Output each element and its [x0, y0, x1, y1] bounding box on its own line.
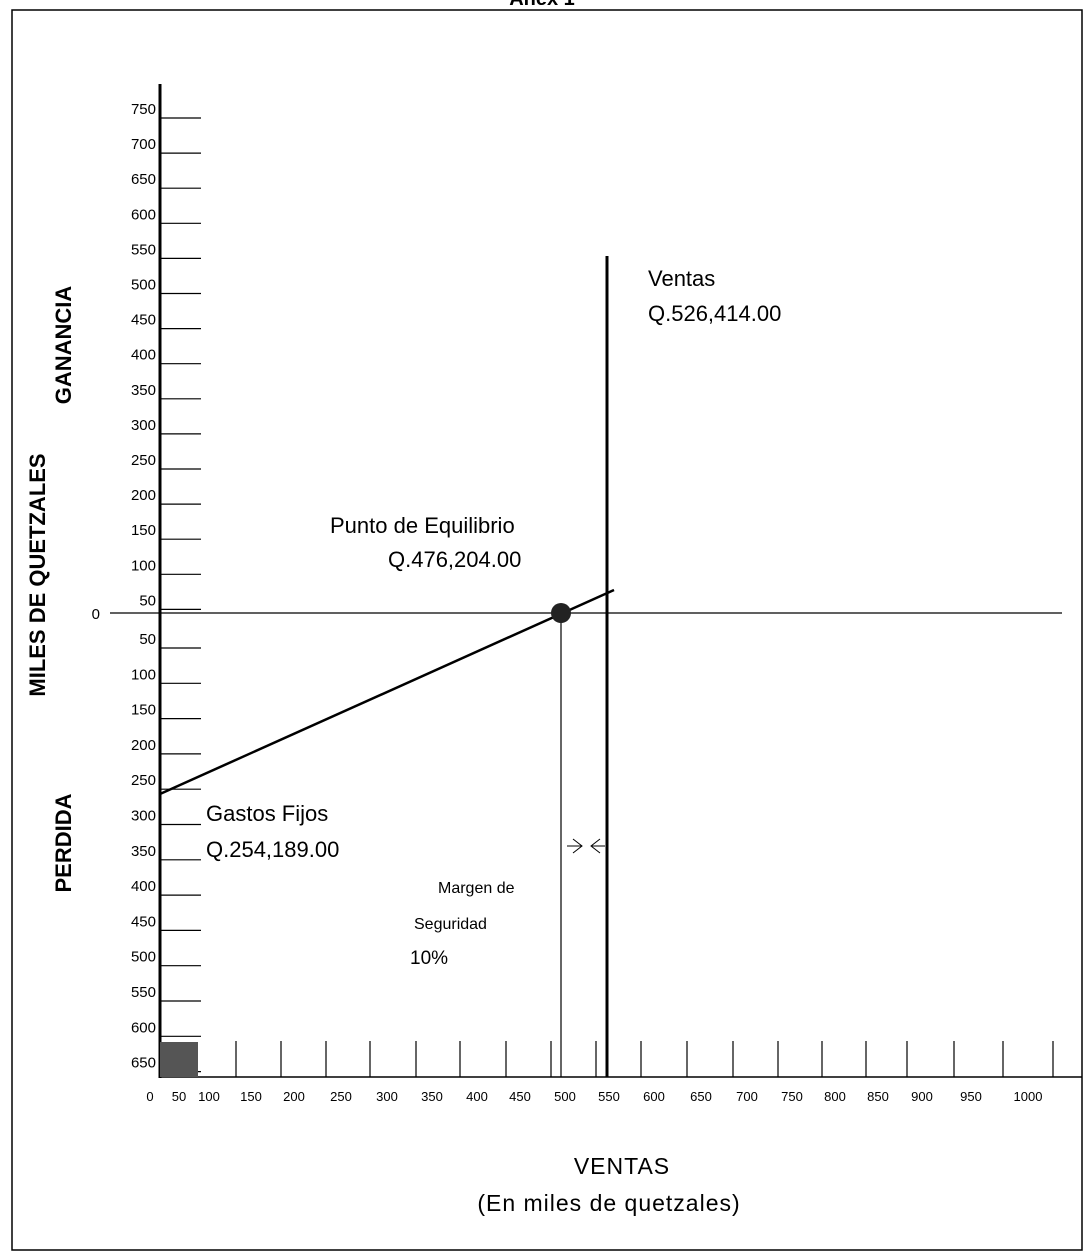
y-tick-label-lower: 100 — [131, 666, 156, 683]
x-tick-label: 1000 — [1014, 1089, 1043, 1104]
series-line — [159, 588, 615, 796]
title-mask — [500, 0, 584, 8]
figure-border — [11, 9, 1083, 1251]
y-zero-label: 0 — [92, 606, 100, 623]
y-axis-label: MILES DE QUETZALES — [25, 453, 50, 696]
y-ticks-lower: 50 100 150 200 250 300 350 400 450 500 550 600 650 — [131, 631, 201, 1073]
y-tick-label-upper: 700 — [131, 136, 156, 153]
y-tick-label-lower: 650 — [131, 1055, 156, 1072]
y-tick-label-upper: 100 — [131, 557, 156, 574]
y-tick-label-lower: 300 — [131, 808, 156, 825]
y-tick-label-lower: 350 — [131, 843, 156, 860]
x-tick-label: 700 — [736, 1089, 758, 1104]
margin-label-line2: Seguridad — [414, 916, 487, 933]
y-tick-label-upper: 50 — [139, 592, 156, 609]
y-tick-label-lower: 500 — [131, 949, 156, 966]
x-tick-label: 850 — [867, 1089, 889, 1104]
x-axis-label: VENTAS — [574, 1153, 670, 1179]
y-tick-label-lower: 450 — [131, 913, 156, 930]
ventas-amount: Q.526,414.00 — [648, 301, 781, 326]
y-tick-label-upper: 350 — [131, 382, 156, 399]
y-tick-label-upper: 600 — [131, 206, 156, 223]
x-tick-label: 650 — [690, 1089, 712, 1104]
y-tick-label-upper: 250 — [131, 452, 156, 469]
x-tick-label: 950 — [960, 1089, 982, 1104]
x-tick-label: 600 — [643, 1089, 665, 1104]
x-tick-label: 900 — [911, 1089, 933, 1104]
y-tick-label-upper: 500 — [131, 277, 156, 294]
chart-title: Anex 1 — [509, 0, 575, 10]
x-tick-label: 250 — [330, 1089, 352, 1104]
y-tick-label-lower: 150 — [131, 702, 156, 719]
y-tick-label-lower: 50 — [139, 631, 156, 648]
ventas-title: Ventas — [648, 266, 715, 291]
x-tick-label: 50 — [172, 1089, 186, 1104]
x-tick-label: 550 — [598, 1089, 620, 1104]
y-tick-label-lower: 550 — [131, 984, 156, 1001]
x-tick-label: 150 — [240, 1089, 262, 1104]
y-tick-label-lower: 250 — [131, 772, 156, 789]
x-axis-sublabel: (En miles de quetzales) — [477, 1190, 740, 1216]
margin-percent: 10% — [410, 948, 448, 969]
y-tick-label-upper: 200 — [131, 487, 156, 504]
y-axis-label-ganancia: GANANCIA — [51, 286, 76, 405]
x-tick-label: 800 — [824, 1089, 846, 1104]
y-tick-label-lower: 400 — [131, 878, 156, 895]
breakeven-point — [551, 603, 571, 623]
y-tick-label-upper: 150 — [131, 522, 156, 539]
y-tick-label-upper: 300 — [131, 417, 156, 434]
x-tick-label: 400 — [466, 1089, 488, 1104]
y-tick-label-lower: 600 — [131, 1019, 156, 1036]
x-tick-label: 100 — [198, 1089, 220, 1104]
y-tick-label-upper: 400 — [131, 347, 156, 364]
y-tick-label-upper: 650 — [131, 171, 156, 188]
x-tick-label: 0 — [146, 1089, 153, 1104]
x-tick-label: 200 — [283, 1089, 305, 1104]
margin-label-line1: Margen de — [438, 880, 515, 897]
x-tick-label: 450 — [509, 1089, 531, 1104]
fixed-costs-amount: Q.254,189.00 — [206, 837, 339, 862]
x-tick-label: 500 — [554, 1089, 576, 1104]
y-axis-label-perdida: PERDIDA — [51, 793, 76, 892]
y-tick-label-upper: 550 — [131, 241, 156, 258]
breakeven-amount: Q.476,204.00 — [388, 547, 521, 572]
margin-arrows — [567, 838, 605, 854]
y-tick-label-lower: 200 — [131, 737, 156, 754]
breakeven-title: Punto de Equilibrio — [330, 513, 515, 538]
x-ticks: 0 50 100 150 200 250 300 350 400 450 500 550 600 650 7… — [146, 1041, 1054, 1104]
y-ticks-upper: 750 700 650 600 550 500 450 400 350 300 250 200 150 1… — [131, 101, 201, 611]
x-tick-label: 750 — [781, 1089, 803, 1104]
x-tick-label: 300 — [376, 1089, 398, 1104]
x-tick-label: 350 — [421, 1089, 443, 1104]
corner-shaded-box — [160, 1042, 198, 1077]
fixed-costs-title: Gastos Fijos — [206, 801, 328, 826]
y-tick-label-upper: 450 — [131, 312, 156, 329]
y-tick-label-upper: 750 — [131, 101, 156, 118]
